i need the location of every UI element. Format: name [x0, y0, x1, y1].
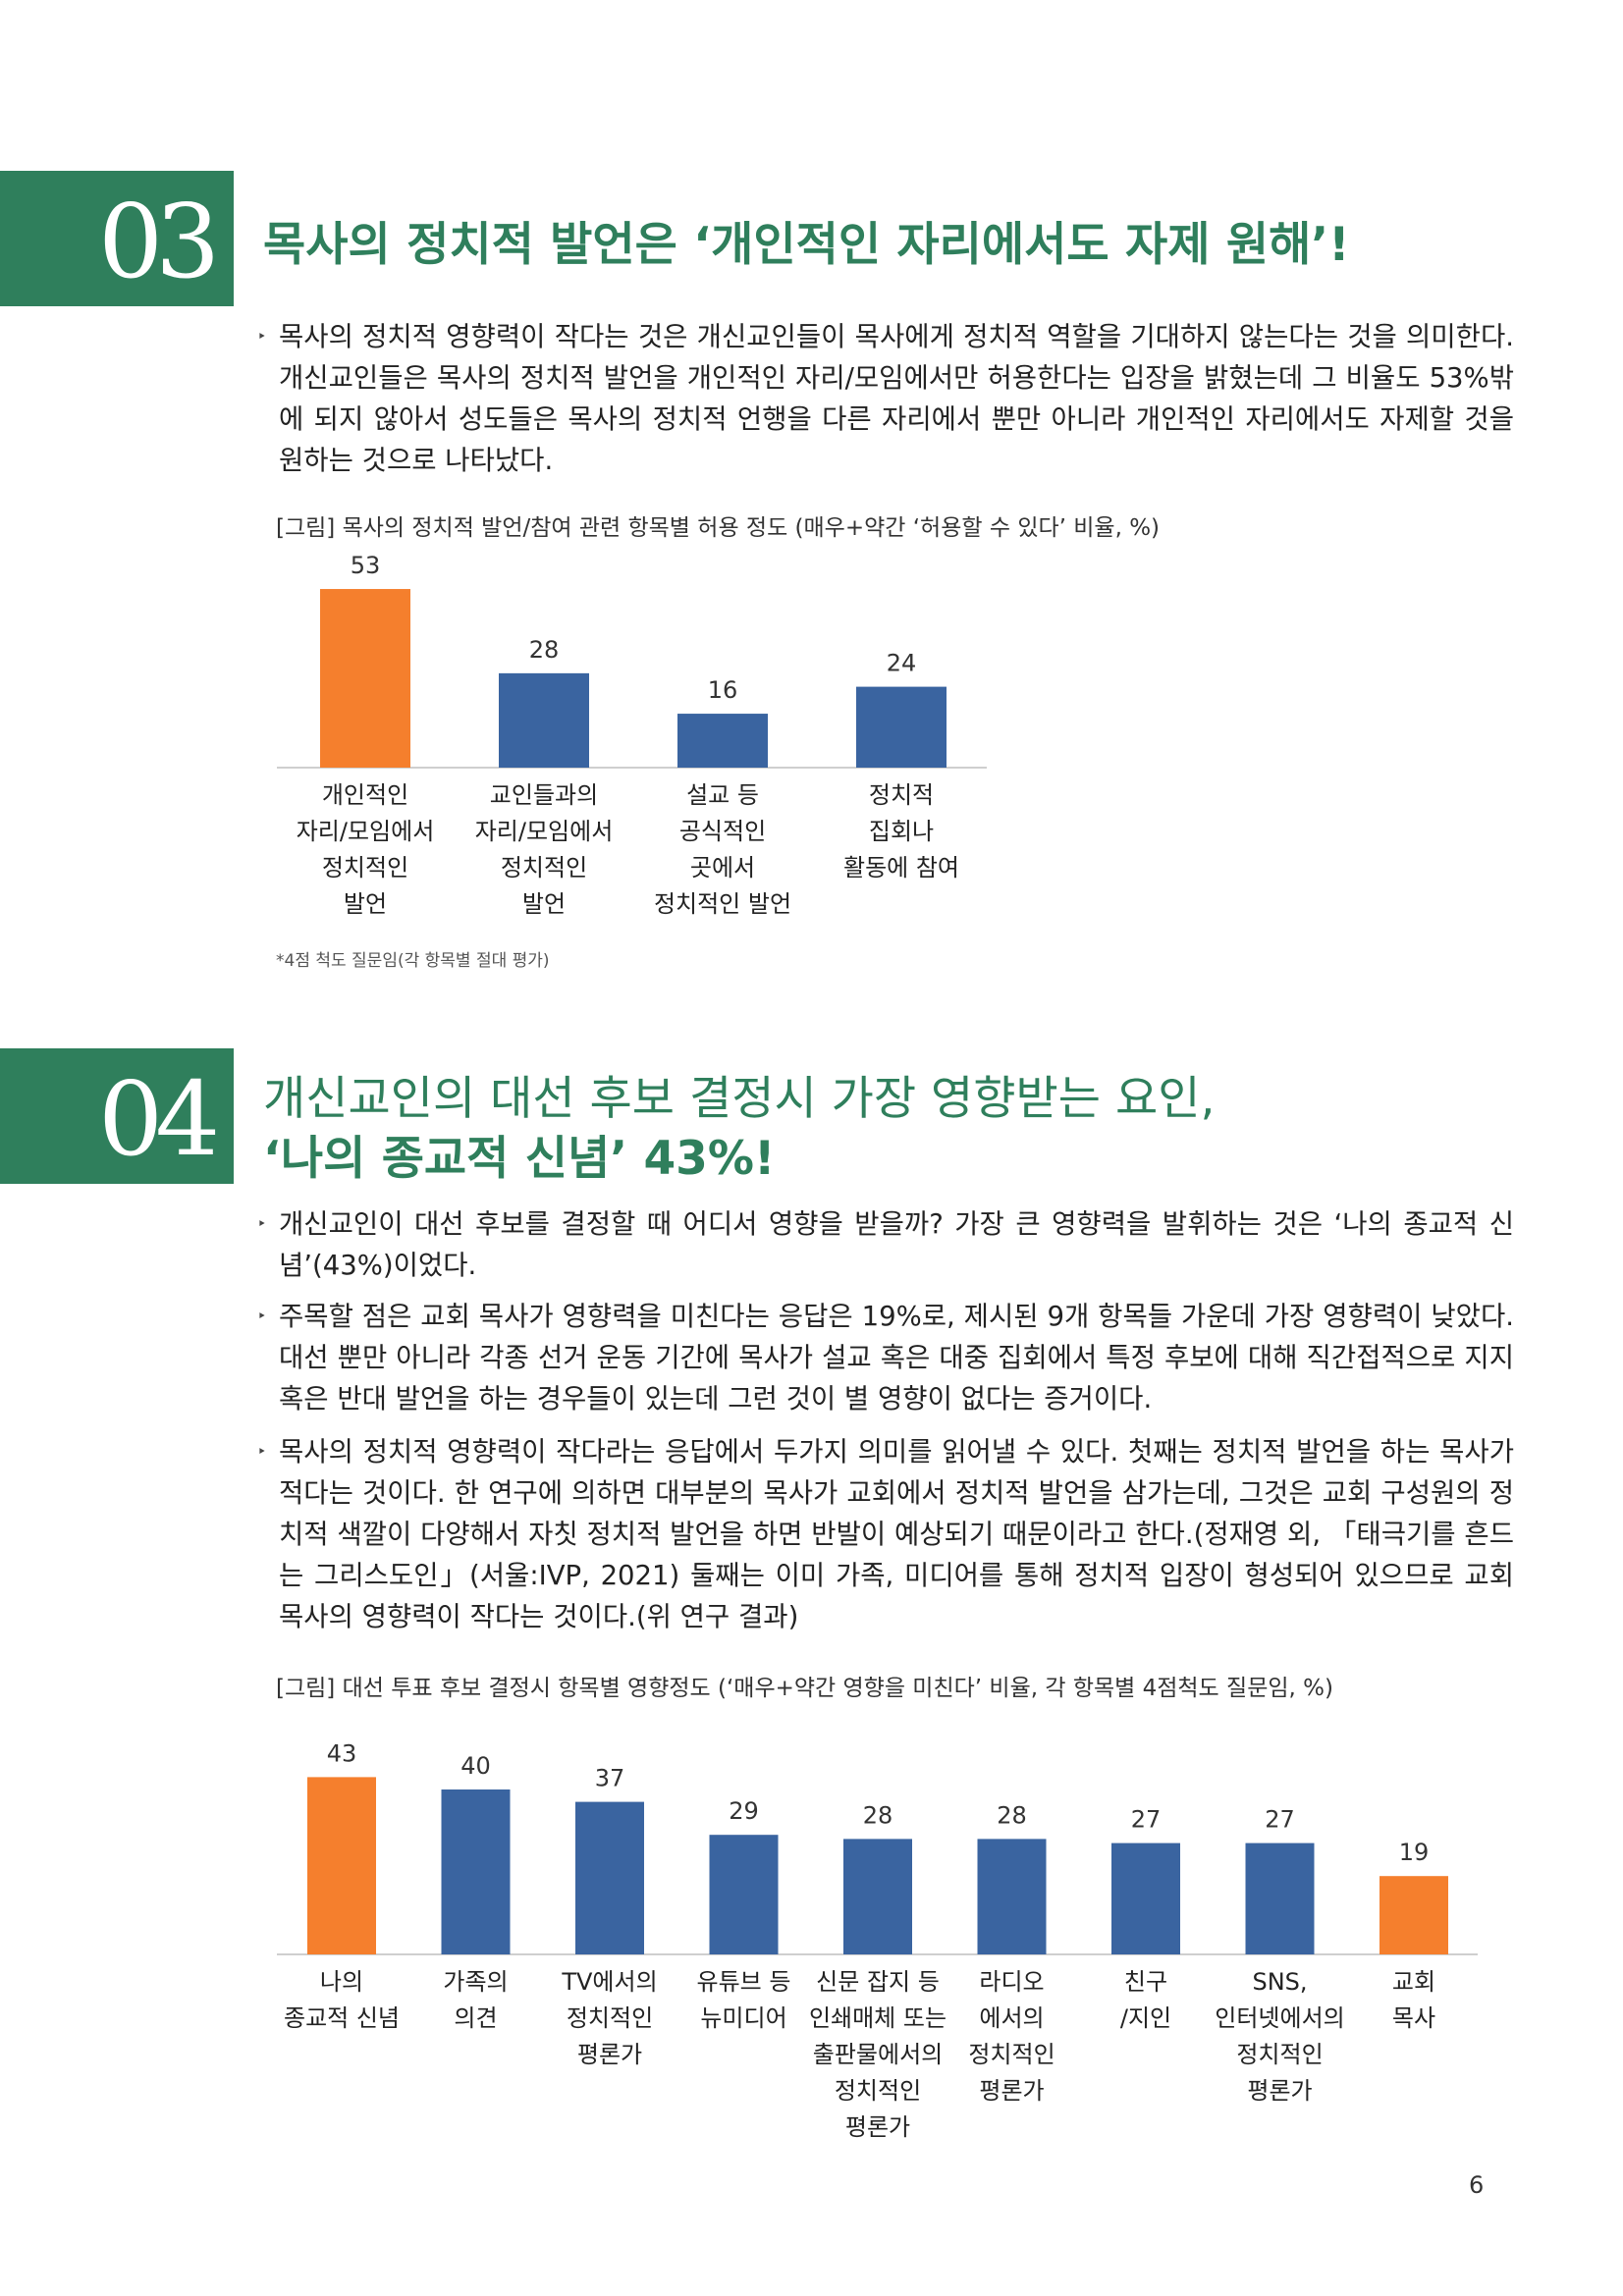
- category-label: 교인들과의 자리/모임에서 정치적인 발언: [475, 781, 614, 918]
- category-label: 나의 종교적 신념: [284, 1968, 400, 2032]
- category-label: 개인적인 자리/모임에서 정치적인 발언: [297, 781, 435, 918]
- bullet-icon: ‣: [257, 1214, 267, 1233]
- bullet-icon: ‣: [257, 1307, 267, 1325]
- bar-value-label: 19: [1399, 1839, 1430, 1866]
- section-number: 04: [98, 1059, 220, 1179]
- figure-caption: [그림] 대선 투표 후보 결정시 항목별 영향정도 (‘매우+약간 영향을 미…: [276, 1676, 1333, 1701]
- paragraph: ‣ 목사의 정치적 영향력이 작다는 것은 개신교인들이 목사에게 정치적 역할…: [257, 316, 1514, 481]
- bar: [499, 672, 589, 768]
- bar-value-label: 37: [595, 1765, 625, 1792]
- bar-value-label: 27: [1131, 1806, 1162, 1834]
- page-number: 6: [1469, 2171, 1485, 2199]
- paragraph-text: 개신교인이 대선 후보를 결정할 때 어디서 영향을 받을까? 가장 큰 영향력…: [279, 1208, 1514, 1281]
- category-label: 라디오 에서의 정치적인 평론가: [968, 1968, 1055, 2105]
- bar: [977, 1839, 1047, 1954]
- section-title: 목사의 정치적 발언은 ‘개인적인 자리에서도 자제 원해’!: [263, 218, 1350, 272]
- section-title-line1: 개신교인의 대선 후보 결정시 가장 영향받는 요인,: [263, 1072, 1216, 1126]
- bar: [709, 1835, 779, 1954]
- section-number-box: 03: [0, 171, 234, 306]
- paragraph: ‣ 주목할 점은 교회 목사가 영향력을 미친다는 응답은 19%로, 제시된 …: [257, 1296, 1514, 1419]
- bar-value-label: 27: [1265, 1806, 1295, 1834]
- bar-value-label: 28: [997, 1801, 1027, 1829]
- figure-caption: [그림] 목사의 정치적 발언/참여 관련 항목별 허용 정도 (매우+약간 ‘…: [276, 515, 1161, 541]
- bar-value-label: 43: [327, 1739, 357, 1767]
- category-label: 신문 잡지 등 인쇄매체 또는 출판물에서의 정치적인 평론가: [809, 1968, 947, 2141]
- figure-footnote: *4점 척도 질문임(각 항목별 절대 평가): [276, 951, 550, 971]
- category-label: 유튜브 등 뉴미디어: [697, 1968, 791, 2032]
- paragraph: ‣ 개신교인이 대선 후보를 결정할 때 어디서 영향을 받을까? 가장 큰 영…: [257, 1203, 1514, 1286]
- chart-political-speech: 53 개인적인 자리/모임에서 정치적인 발언 28 교인들과의 자리/모임에서 정치적인 발언 1…: [277, 552, 987, 918]
- paragraph: ‣ 목사의 정치적 영향력이 작다라는 응답에서 두가지 의미를 읽어낼 수 있…: [257, 1431, 1514, 1637]
- category-label: 친구/지인: [1120, 1968, 1171, 2032]
- bar-value-label: 28: [863, 1801, 893, 1829]
- bar: [677, 714, 768, 768]
- bullet-icon: ‣: [257, 327, 267, 346]
- bar: [307, 1777, 376, 1954]
- bar-value-label: 28: [529, 636, 560, 664]
- paragraph-text: 목사의 정치적 영향력이 작다는 것은 개신교인들이 목사에게 정치적 역할을 …: [279, 321, 1514, 476]
- bar: [320, 589, 410, 768]
- bar-value-label: 16: [708, 676, 738, 704]
- bar: [1111, 1842, 1180, 1954]
- bar: [1245, 1842, 1315, 1954]
- bar-value-label: 24: [887, 650, 917, 677]
- bar: [441, 1789, 511, 1954]
- category-label: 설교 등 공식적인 곳에서 정치적인 발언: [654, 781, 791, 918]
- bar: [856, 686, 947, 768]
- bar: [843, 1839, 912, 1954]
- paragraph-text: 목사의 정치적 영향력이 작다라는 응답에서 두가지 의미를 읽어낼 수 있다.…: [279, 1436, 1514, 1632]
- category-label: 교회 목사: [1392, 1968, 1435, 2032]
- category-label: 가족의 의견: [443, 1968, 508, 2032]
- section-title-line2: ‘나의 종교적 신념’ 43%!: [263, 1132, 776, 1186]
- chart-election-influence: 43 나의 종교적 신념 40 가족의 의견 37 TV에서의 정치적인 평론가 29 유튜브 등 뉴미…: [277, 1739, 1478, 2141]
- category-label: TV에서의 정치적인 평론가: [561, 1968, 657, 2068]
- section-number: 03: [98, 182, 220, 301]
- bar-value-label: 40: [460, 1752, 491, 1780]
- bar-value-label: 29: [729, 1797, 759, 1825]
- bar-value-label: 53: [351, 552, 381, 579]
- bar: [1380, 1876, 1448, 1954]
- category-label: 정치적 집회나 활동에 참여: [843, 781, 959, 881]
- category-label: SNS, 인터넷에서의 정치적인 평론가: [1215, 1968, 1344, 2105]
- bullet-icon: ‣: [257, 1442, 267, 1461]
- section-number-box: 04: [0, 1048, 234, 1184]
- bar: [575, 1801, 644, 1954]
- paragraph-text: 주목할 점은 교회 목사가 영향력을 미친다는 응답은 19%로, 제시된 9개…: [279, 1301, 1514, 1415]
